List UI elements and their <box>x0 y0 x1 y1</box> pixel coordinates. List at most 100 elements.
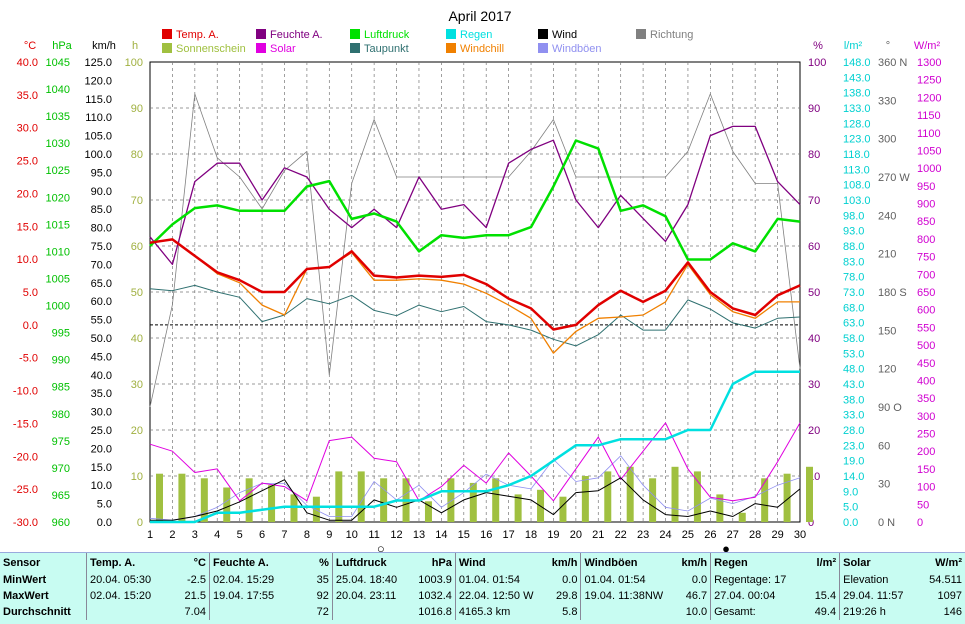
y-tick-label: 1100 <box>917 128 941 140</box>
stats-header-wind-unit: km/h <box>551 556 578 569</box>
y-tick-label: 120.0 <box>84 75 112 87</box>
stats-wind-when: 4165.3 km <box>454 604 537 620</box>
y-tick-label: 1005 <box>46 273 70 285</box>
y-tick-label: 0 N <box>878 517 895 529</box>
y-tick-label: 78.0 <box>843 272 864 284</box>
stats-hum-when: 02.04. 15:29 <box>208 572 286 588</box>
x-tick-label: 24 <box>659 529 671 541</box>
y-tick-label: 83.0 <box>843 256 864 268</box>
stats-hum-value: 72 <box>316 606 329 618</box>
y-tick-label: -10.0 <box>13 386 38 398</box>
y-tick-label: 80.0 <box>91 223 112 235</box>
x-tick-label: 9 <box>326 529 332 541</box>
y-tick-label: 33.0 <box>843 410 864 422</box>
legend: Temp. A. Feuchte A. Luftdruck Regen Wind Rich… <box>162 29 693 55</box>
y-axis-label: hPa <box>52 40 72 52</box>
y-tick-label: 63.0 <box>843 318 864 330</box>
y-tick-label: 1000 <box>917 163 941 175</box>
y-tick-label: 35.0 <box>91 388 112 400</box>
x-tick-label: 22 <box>615 529 627 541</box>
stats-header-rain: Regen <box>710 553 800 572</box>
stats-gust-value: 10.0 <box>685 606 708 618</box>
stats-gust-when: 01.04. 01:54 <box>580 572 667 588</box>
y-tick-label: 65.0 <box>91 278 112 290</box>
stats-header-solar-unit: W/m² <box>935 556 962 569</box>
y-tick-label: 40 <box>131 333 143 345</box>
y-tick-label: 105.0 <box>84 131 112 143</box>
stats-press-when <box>331 604 409 620</box>
x-tick-label: 30 <box>794 529 806 541</box>
y-tick-label: 60 <box>878 440 890 452</box>
stats-header-temp-unit: °C <box>193 556 206 569</box>
sunshine-bar <box>693 471 701 522</box>
stats-row-avg: Durchschnitt 7.04 72 1016.8 4165.3 km 5.… <box>0 604 965 620</box>
y-tick-label: 20.0 <box>17 188 38 200</box>
sunshine-bar <box>312 496 320 522</box>
x-tick-label: 6 <box>259 529 265 541</box>
x-tick-label: 3 <box>192 529 198 541</box>
stats-solar-when: 219:26 h <box>839 604 927 620</box>
y-tick-label: 50.0 <box>91 333 112 345</box>
y-tick-label: 55.0 <box>91 315 112 327</box>
y-tick-label: 35.0 <box>17 90 38 102</box>
stats-gust-when <box>580 604 667 620</box>
legend-label: Taupunkt <box>364 43 409 55</box>
x-tick-label: 20 <box>570 529 582 541</box>
x-tick-label: 18 <box>525 529 537 541</box>
stats-header-temp: Temp. A. <box>85 553 163 572</box>
y-tick-label: 25.0 <box>17 156 38 168</box>
y-tick-label: 5.0 <box>843 502 858 514</box>
statistics-table: Sensor Temp. A. °C Feuchte A. % Luftdruc… <box>0 552 965 624</box>
stats-wind-value: 5.8 <box>562 606 578 618</box>
stats-temp-value: -2.5 <box>186 574 206 586</box>
y-tick-label: 50 <box>917 499 929 511</box>
y-axis-label: ° <box>886 40 890 52</box>
sunshine-bar <box>200 478 208 522</box>
y-tick-label: 9.0 <box>843 486 858 498</box>
y-tick-label: 1000 <box>46 301 70 313</box>
y-tick-label: 500 <box>917 340 935 352</box>
y-tick-label: 15.0 <box>91 462 112 474</box>
x-tick-label: 5 <box>237 529 243 541</box>
y-tick-label: 650 <box>917 287 935 299</box>
y-tick-label: 1025 <box>46 165 70 177</box>
legend-swatch <box>538 43 548 53</box>
x-tick-label: 23 <box>637 529 649 541</box>
sunshine-bar <box>738 512 746 522</box>
legend-label: Luftdruck <box>364 29 410 41</box>
y-tick-label: 975 <box>52 436 70 448</box>
y-tick-label: 43.0 <box>843 379 864 391</box>
sunshine-bar <box>268 485 276 522</box>
legend-swatch <box>446 43 456 53</box>
stats-press-when: 25.04. 18:40 <box>331 572 409 588</box>
y-tick-label: 15.0 <box>17 221 38 233</box>
stats-row-max: MaxWert 02.04. 15:20 21.5 19.04. 17:55 9… <box>0 588 965 604</box>
y-tick-label: 95.0 <box>91 167 112 179</box>
y-tick-label: 80 <box>131 149 143 161</box>
stats-rain-when: Gesamt: <box>710 604 800 620</box>
y-tick-label: 20.0 <box>91 443 112 455</box>
y-tick-label: 19.0 <box>843 456 864 468</box>
y-tick-label: 180 S <box>878 287 907 299</box>
stats-rain-value: 15.4 <box>814 590 837 602</box>
y-tick-label: 10 <box>131 471 143 483</box>
legend-label: Regen <box>460 29 492 41</box>
legend-label: Windchill <box>460 43 504 55</box>
y-tick-label: 20 <box>131 425 143 437</box>
legend-swatch <box>162 29 172 39</box>
y-tick-label: 100 <box>808 57 826 69</box>
y-tick-label: 40.0 <box>91 370 112 382</box>
y-tick-label: 38.0 <box>843 394 864 406</box>
legend-label: Sonnenschein <box>176 43 246 55</box>
stats-press-value: 1032.4 <box>418 590 452 602</box>
stats-temp-when: 20.04. 05:30 <box>85 572 163 588</box>
y-tick-label: 45.0 <box>91 351 112 363</box>
x-tick-label: 2 <box>169 529 175 541</box>
x-tick-label: 7 <box>281 529 287 541</box>
sunshine-bar <box>357 471 365 522</box>
y-tick-label: 90.0 <box>91 186 112 198</box>
stats-temp-value: 21.5 <box>184 590 206 602</box>
y-axis-label: l/m² <box>844 40 863 52</box>
sunshine-bars <box>156 466 813 522</box>
stats-rain-value: 49.4 <box>814 606 837 618</box>
